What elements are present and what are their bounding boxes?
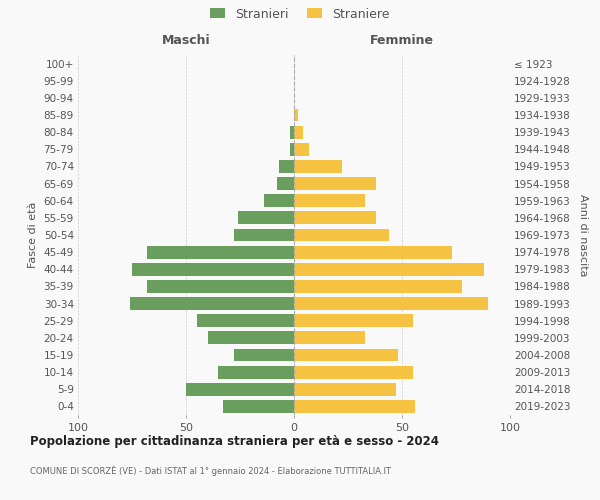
Bar	[132, 263, 294, 276]
Bar	[279, 160, 294, 173]
Bar	[294, 228, 389, 241]
Bar	[130, 297, 294, 310]
Bar	[290, 126, 294, 138]
Bar	[294, 143, 309, 156]
Bar	[294, 212, 376, 224]
Bar	[294, 177, 376, 190]
Bar	[294, 280, 463, 293]
Bar	[294, 126, 302, 138]
Bar	[294, 400, 415, 413]
Bar	[294, 194, 365, 207]
Bar	[294, 383, 395, 396]
Bar	[290, 143, 294, 156]
Bar	[294, 263, 484, 276]
Bar	[294, 297, 488, 310]
Bar	[218, 366, 294, 378]
Text: Popolazione per cittadinanza straniera per età e sesso - 2024: Popolazione per cittadinanza straniera p…	[30, 435, 439, 448]
Bar	[294, 366, 413, 378]
Y-axis label: Anni di nascita: Anni di nascita	[578, 194, 587, 276]
Bar	[238, 212, 294, 224]
Bar	[233, 348, 294, 362]
Bar	[197, 314, 294, 327]
Bar	[294, 314, 413, 327]
Bar	[294, 348, 398, 362]
Bar	[147, 280, 294, 293]
Bar	[294, 108, 298, 122]
Y-axis label: Fasce di età: Fasce di età	[28, 202, 38, 268]
Text: Maschi: Maschi	[161, 34, 211, 48]
Legend: Stranieri, Straniere: Stranieri, Straniere	[205, 2, 395, 26]
Bar	[223, 400, 294, 413]
Bar	[147, 246, 294, 258]
Bar	[294, 160, 341, 173]
Bar	[186, 383, 294, 396]
Bar	[277, 177, 294, 190]
Bar	[264, 194, 294, 207]
Text: Femmine: Femmine	[370, 34, 434, 48]
Bar	[294, 332, 365, 344]
Bar	[294, 246, 452, 258]
Bar	[233, 228, 294, 241]
Bar	[208, 332, 294, 344]
Text: COMUNE DI SCORZÈ (VE) - Dati ISTAT al 1° gennaio 2024 - Elaborazione TUTTITALIA.: COMUNE DI SCORZÈ (VE) - Dati ISTAT al 1°…	[30, 465, 391, 475]
